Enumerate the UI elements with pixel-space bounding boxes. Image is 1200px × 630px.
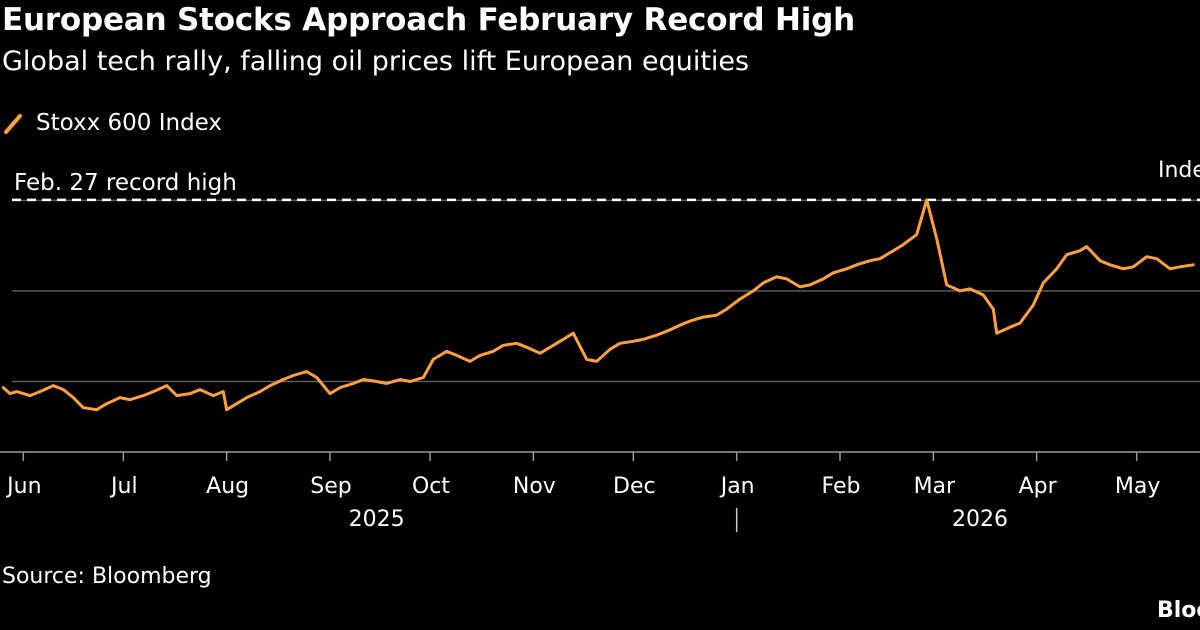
chart-subtitle: Global tech rally, falling oil prices li…: [2, 46, 750, 77]
chart-title: European Stocks Approach February Record…: [2, 2, 855, 38]
x-tick-label: Oct: [412, 474, 450, 499]
line-chart: Feb. 27 record high Jun Jul Aug Sep Oct Nov De…: [0, 158, 1200, 532]
x-tick-label: Jan: [719, 474, 755, 499]
legend: Stoxx 600 Index: [2, 106, 222, 140]
year-label: 2025: [349, 507, 405, 532]
source-note: Source: Bloomberg: [2, 564, 212, 589]
y-unit-label: Inde: [1158, 158, 1200, 183]
x-tick-label: Feb: [822, 474, 861, 499]
x-tick-label: Dec: [613, 474, 656, 499]
x-tick-label: Jul: [109, 474, 138, 499]
x-tick-label: Mar: [914, 474, 956, 499]
x-tick-label: Jun: [5, 474, 41, 499]
x-tick-label: Nov: [513, 474, 556, 499]
x-tick-label: Apr: [1019, 474, 1058, 499]
x-tick-label: Aug: [206, 474, 249, 499]
x-tick-label: Sep: [310, 474, 351, 499]
record-high-annotation: Feb. 27 record high: [12, 170, 1200, 202]
year-label: 2026: [952, 507, 1008, 532]
x-axis: Jun Jul Aug Sep Oct Nov Dec Jan Feb Mar Apr May 2025…: [0, 451, 1200, 532]
legend-label: Stoxx 600 Index: [36, 110, 223, 136]
x-tick-label: May: [1115, 474, 1160, 499]
brand-logo: Bloo: [1157, 598, 1200, 623]
legend-swatch: [4, 114, 22, 134]
record-high-label: Feb. 27 record high: [14, 170, 237, 196]
series-line: [1, 198, 1195, 412]
series-layer: [1, 198, 1195, 412]
